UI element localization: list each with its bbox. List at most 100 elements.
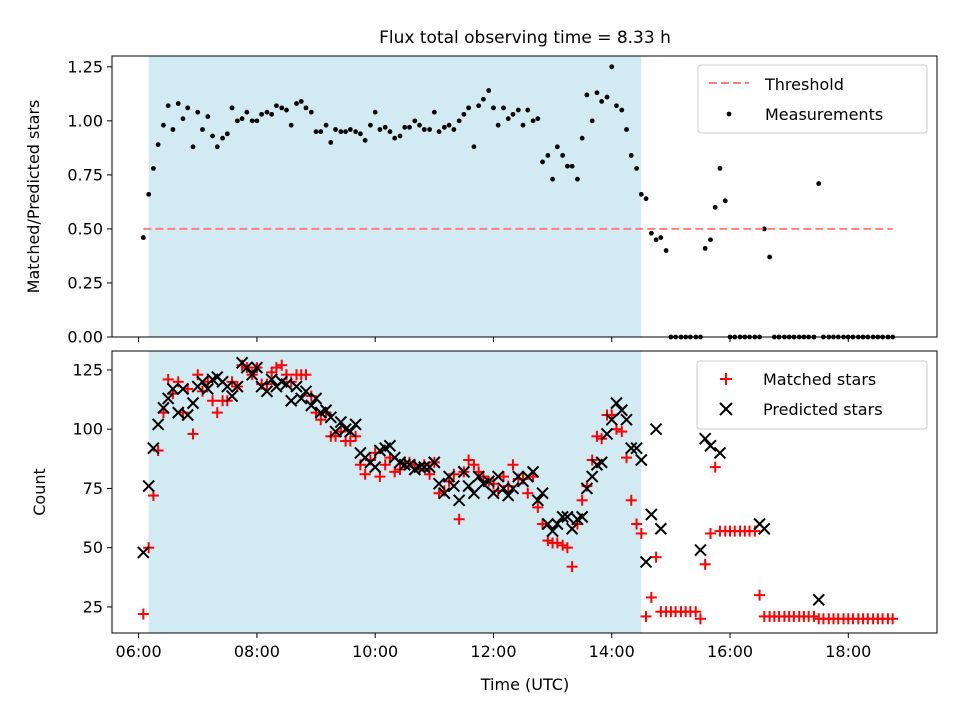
legend-threshold-label: Threshold — [764, 75, 844, 94]
matched-star-point — [379, 459, 391, 471]
measurement-point — [269, 111, 275, 117]
measurement-point — [161, 122, 166, 128]
matched-star-point — [699, 558, 711, 570]
measurement-point — [343, 129, 349, 135]
measurement-point — [288, 122, 294, 128]
y-tick-label: 0.75 — [67, 165, 103, 184]
matched-star-point — [645, 591, 657, 603]
predicted-star-point — [172, 406, 185, 419]
predicted-star-point — [309, 392, 323, 405]
predicted-star-point — [600, 427, 614, 441]
measurement-point — [599, 98, 605, 104]
measurement-point — [480, 96, 486, 102]
top-panel: 0.00 0.25 0.50 0.75 1.00 1.25 Matched/Predict… — [24, 55, 938, 347]
top-legend: Threshold Measurements — [697, 64, 928, 134]
predicted-star-point — [284, 394, 298, 407]
measurement-point — [214, 144, 220, 150]
measurement-point — [461, 111, 467, 117]
predicted-star-point — [506, 482, 520, 495]
measurement-point — [347, 127, 353, 132]
measurement-point — [308, 109, 314, 115]
predicted-star-point — [630, 441, 643, 455]
measurement-point — [653, 237, 659, 243]
counts-layer — [137, 356, 899, 625]
predicted-star-point — [546, 524, 559, 538]
predicted-star-point — [305, 399, 318, 412]
y-tick-label: 75 — [83, 479, 103, 498]
measurement-point — [180, 116, 186, 122]
measurement-point — [648, 230, 654, 236]
predicted-star-point — [615, 404, 628, 417]
predicted-star-point — [413, 460, 426, 474]
matched-star-point — [631, 518, 643, 530]
measurement-point — [495, 122, 501, 128]
measurement-point — [579, 135, 585, 141]
predicted-star-point — [349, 418, 362, 431]
predicted-star-point — [575, 510, 589, 524]
matched-star-point — [498, 471, 510, 483]
measurement-point — [638, 191, 644, 197]
predicted-star-point — [383, 439, 397, 452]
matched-star-point — [187, 428, 199, 440]
y-tick-label: 125 — [72, 360, 103, 379]
predicted-star-point — [704, 439, 717, 452]
measurement-point — [165, 103, 171, 109]
bottom-legend: Matched stars Predicted stars — [696, 360, 928, 430]
matched-star-point — [433, 487, 445, 499]
measurement-point — [274, 103, 279, 109]
matched-star-point — [276, 359, 288, 371]
measurement-point — [140, 235, 146, 240]
measurement-point — [254, 118, 260, 124]
matched-star-point — [137, 608, 149, 620]
chart-title: Flux total observing time = 8.33 h — [379, 28, 671, 48]
legend-measurements-label: Measurements — [765, 105, 883, 124]
matched-star-point — [315, 414, 327, 426]
predicted-star-point — [147, 441, 160, 455]
predicted-star-point — [221, 380, 234, 393]
measurement-point — [190, 144, 196, 150]
measurement-point — [816, 181, 822, 186]
measurement-point — [175, 101, 181, 106]
legend-matched-label: Matched stars — [763, 370, 876, 389]
x-tick-label: 18:00 — [825, 642, 871, 661]
predicted-star-point — [447, 479, 461, 493]
measurement-point — [155, 142, 161, 148]
predicted-star-point — [225, 389, 239, 403]
predicted-star-point — [694, 543, 707, 557]
predicted-star-point — [482, 475, 495, 488]
measurement-point — [589, 118, 595, 124]
measurement-point — [146, 191, 152, 197]
top-y-axis: 0.00 0.25 0.50 0.75 1.00 1.25 — [67, 57, 112, 347]
matched-star-point — [690, 606, 702, 618]
x-tick-label: 14:00 — [589, 642, 635, 661]
bottom-y-axis: 25 50 75 100 125 — [72, 360, 112, 616]
measurement-point — [224, 131, 230, 137]
matched-star-point — [694, 613, 706, 625]
measurement-point — [210, 133, 215, 139]
matched-star-point — [507, 459, 519, 471]
measurement-point — [353, 129, 359, 135]
measurement-point — [392, 135, 398, 141]
predicted-star-point — [295, 392, 308, 405]
y-tick-label: 0.00 — [67, 328, 103, 347]
predicted-star-point — [231, 380, 244, 393]
measurement-point — [303, 105, 309, 111]
predicted-star-point — [260, 385, 274, 398]
measurement-point — [205, 114, 211, 119]
measurement-point — [491, 105, 496, 111]
predicted-star-point — [452, 494, 466, 507]
measurement-point — [294, 101, 299, 106]
predicted-star-point — [649, 422, 663, 436]
x-tick-label: 16:00 — [707, 642, 753, 661]
matched-star-point — [300, 369, 312, 381]
predicted-star-point — [487, 486, 500, 500]
measurement-point — [431, 109, 437, 115]
measurement-point — [229, 105, 235, 111]
measurement-point — [372, 109, 378, 115]
matched-star-point — [576, 494, 588, 506]
observing-span-shade — [148, 351, 642, 633]
predicted-star-point — [595, 456, 608, 469]
measurement-point — [427, 127, 432, 132]
measurement-point — [279, 105, 285, 111]
predicted-star-point — [472, 470, 485, 483]
